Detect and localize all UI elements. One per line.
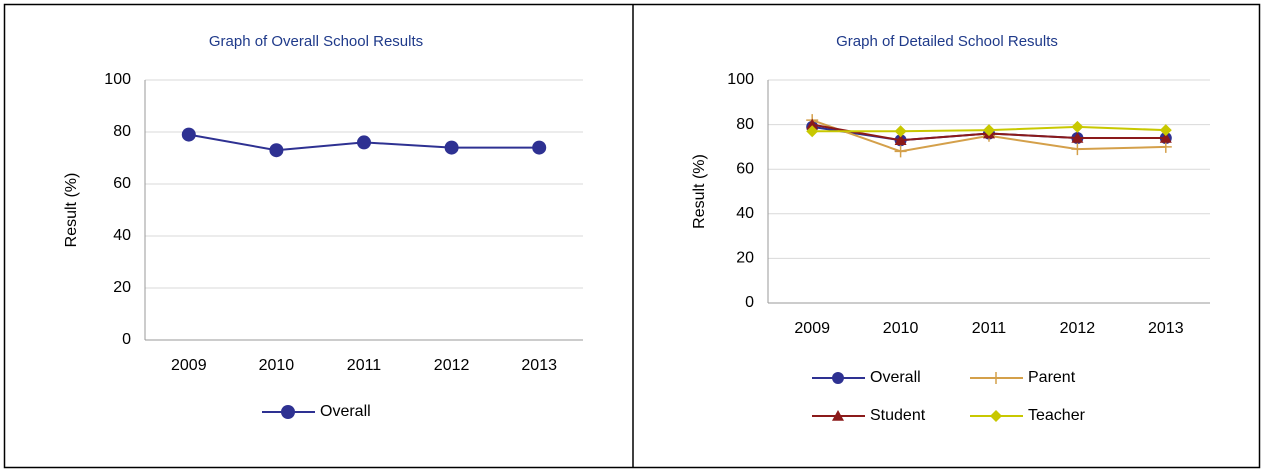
data-point — [269, 143, 284, 158]
x-tick-label: 2011 — [347, 357, 382, 374]
data-point — [1071, 131, 1084, 143]
legend-marker — [990, 372, 1002, 384]
legend-label: Parent — [1028, 369, 1076, 386]
chart-title: Graph of Overall School Results — [209, 33, 423, 50]
legend-label: Student — [870, 407, 926, 424]
chart-title: Graph of Detailed School Results — [836, 33, 1058, 50]
data-point — [444, 140, 459, 155]
y-tick-label: 100 — [727, 71, 754, 88]
y-tick-label: 40 — [736, 205, 754, 222]
y-tick-label: 80 — [736, 116, 754, 133]
y-tick-label: 0 — [745, 294, 754, 311]
data-point — [1159, 131, 1172, 143]
y-tick-label: 20 — [736, 250, 754, 267]
data-point — [983, 124, 995, 137]
y-axis-label: Result (%) — [691, 154, 708, 229]
x-tick-label: 2009 — [794, 320, 830, 337]
legend-marker — [281, 405, 295, 419]
legend-marker — [832, 410, 844, 421]
data-point — [1071, 120, 1084, 133]
y-tick-label: 80 — [113, 123, 131, 140]
y-tick-label: 0 — [122, 331, 131, 348]
data-point — [1159, 124, 1172, 137]
x-tick-label: 2012 — [1060, 320, 1096, 337]
data-point — [181, 127, 196, 142]
legend-marker — [990, 410, 1002, 422]
data-point — [1071, 143, 1084, 156]
y-tick-label: 40 — [113, 227, 131, 244]
data-point — [806, 118, 819, 130]
y-tick-label: 60 — [736, 160, 754, 177]
data-point — [357, 135, 371, 150]
x-tick-label: 2011 — [972, 320, 1007, 337]
data-point — [894, 125, 907, 138]
legend-label: Teacher — [1028, 407, 1086, 424]
x-tick-label: 2010 — [883, 320, 919, 337]
y-axis-label: Result (%) — [63, 173, 80, 248]
legend-label: Overall — [870, 369, 921, 386]
data-point — [894, 145, 907, 158]
data-point — [1159, 140, 1172, 153]
x-tick-label: 2010 — [259, 357, 295, 374]
x-tick-label: 2009 — [171, 357, 207, 374]
y-tick-label: 20 — [113, 279, 131, 296]
x-tick-label: 2013 — [521, 357, 557, 374]
frame — [3, 3, 1261, 469]
y-tick-label: 60 — [113, 175, 131, 192]
data-point — [532, 140, 547, 155]
legend-label: Overall — [320, 403, 371, 420]
data-point — [806, 125, 819, 138]
x-tick-label: 2012 — [434, 357, 470, 374]
x-tick-label: 2013 — [1148, 320, 1184, 337]
y-tick-label: 100 — [104, 71, 131, 88]
data-point — [894, 134, 907, 146]
legend-marker — [832, 372, 844, 384]
